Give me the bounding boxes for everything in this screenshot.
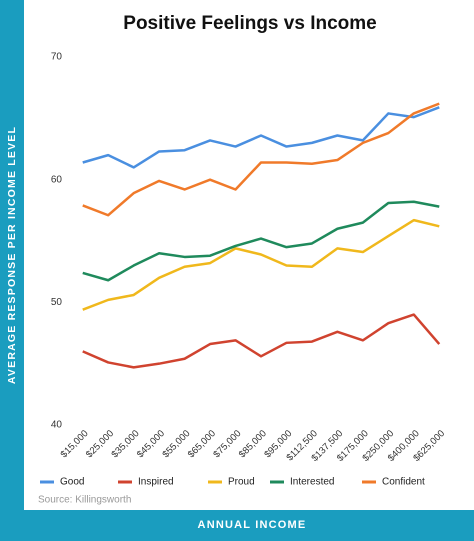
y-tick-label: 60 xyxy=(51,174,63,185)
y-axis-title: AVERAGE RESPONSE PER INCOME LEVEL xyxy=(6,126,18,384)
series-line xyxy=(82,313,441,369)
legend-label: Confident xyxy=(382,477,425,488)
legend-label: Proud xyxy=(228,477,255,488)
x-axis-title: ANNUAL INCOME xyxy=(198,519,307,531)
legend-label: Good xyxy=(60,477,84,488)
x-axis-band xyxy=(0,510,474,541)
y-tick-label: 70 xyxy=(51,52,63,63)
series-line xyxy=(82,106,440,169)
series-line xyxy=(82,200,440,282)
chart-title: Positive Feelings vs Income xyxy=(123,13,376,34)
series-line xyxy=(82,218,440,311)
y-tick-label: 50 xyxy=(51,297,63,308)
legend-label: Interested xyxy=(290,477,334,488)
y-axis-band xyxy=(0,0,24,510)
series-line xyxy=(82,102,440,217)
legend-label: Inspired xyxy=(138,477,174,488)
y-tick-label: 40 xyxy=(51,420,63,431)
source-note: Source: Killingsworth xyxy=(38,495,131,506)
